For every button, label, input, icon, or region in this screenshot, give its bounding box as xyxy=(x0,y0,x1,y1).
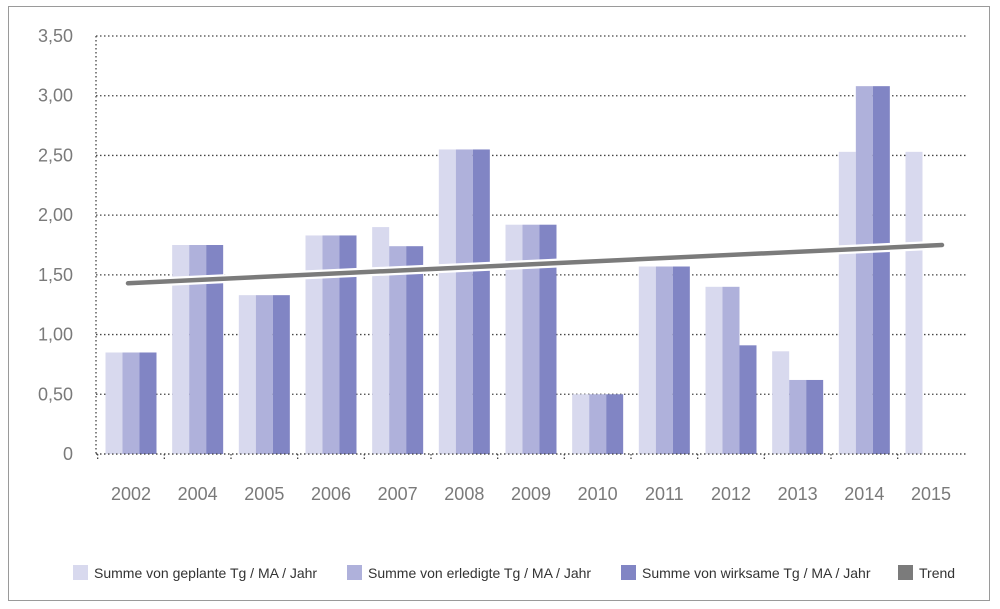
bar xyxy=(806,379,824,454)
bar xyxy=(855,86,873,454)
x-tick-label: 2005 xyxy=(244,484,284,504)
legend-label: Summe von geplante Tg / MA / Jahr xyxy=(94,565,317,581)
bar xyxy=(606,394,624,454)
x-tick-label: 2004 xyxy=(178,484,218,504)
bar xyxy=(455,149,473,454)
bar xyxy=(539,224,557,454)
x-tick-label: 2014 xyxy=(844,484,884,504)
x-tick-label: 2009 xyxy=(511,484,551,504)
legend-swatch xyxy=(621,565,636,580)
x-tick-label: 2015 xyxy=(911,484,951,504)
bar xyxy=(339,235,357,454)
bar xyxy=(572,394,590,454)
y-tick-label: 0,50 xyxy=(38,384,73,404)
bar xyxy=(122,352,140,454)
bar xyxy=(655,266,673,454)
bar xyxy=(589,394,607,454)
bar xyxy=(772,351,790,454)
bar xyxy=(322,235,340,454)
y-tick-label: 1,50 xyxy=(38,265,73,285)
x-tick-label: 2006 xyxy=(311,484,351,504)
legend-swatch xyxy=(73,565,88,580)
bar xyxy=(722,286,740,454)
bar xyxy=(472,149,490,454)
x-tick-label: 2007 xyxy=(378,484,418,504)
bar xyxy=(305,235,323,454)
bar xyxy=(172,245,190,454)
bar xyxy=(372,227,390,454)
bar xyxy=(438,149,456,454)
y-tick-label: 0 xyxy=(63,444,73,464)
bar xyxy=(522,224,540,454)
y-tick-label: 2,50 xyxy=(38,145,73,165)
x-tick-label: 2012 xyxy=(711,484,751,504)
chart-frame xyxy=(8,6,990,601)
bar xyxy=(638,266,656,454)
legend-label: Summe von wirksame Tg / MA / Jahr xyxy=(642,565,871,581)
y-tick-label: 2,00 xyxy=(38,205,73,225)
bar xyxy=(838,151,856,455)
y-tick-label: 3,00 xyxy=(38,86,73,106)
bar xyxy=(739,345,757,454)
bar xyxy=(105,352,123,454)
bar xyxy=(238,295,256,454)
bar xyxy=(789,379,807,454)
trend-line xyxy=(125,242,945,286)
x-tick-label: 2013 xyxy=(778,484,818,504)
bar xyxy=(406,246,424,454)
x-tick-label: 2002 xyxy=(111,484,151,504)
x-tick-label: 2010 xyxy=(578,484,618,504)
bar xyxy=(672,266,690,454)
y-tick-label: 1,00 xyxy=(38,325,73,345)
legend-label: Trend xyxy=(919,565,955,581)
bar xyxy=(206,245,224,454)
y-tick-label: 3,50 xyxy=(38,26,73,46)
bar xyxy=(189,245,207,454)
x-tick-label: 2011 xyxy=(645,484,684,504)
bar xyxy=(255,295,273,454)
bar xyxy=(389,246,407,454)
x-tick-label: 2008 xyxy=(444,484,484,504)
bar xyxy=(272,295,290,454)
legend-swatch xyxy=(898,565,913,580)
bar xyxy=(139,352,157,454)
bar xyxy=(705,286,723,454)
bar xyxy=(872,86,890,454)
legend-swatch xyxy=(347,565,362,580)
legend-label: Summe von erledigte Tg / MA / Jahr xyxy=(368,565,591,581)
bar xyxy=(505,224,523,454)
bar xyxy=(905,151,923,455)
